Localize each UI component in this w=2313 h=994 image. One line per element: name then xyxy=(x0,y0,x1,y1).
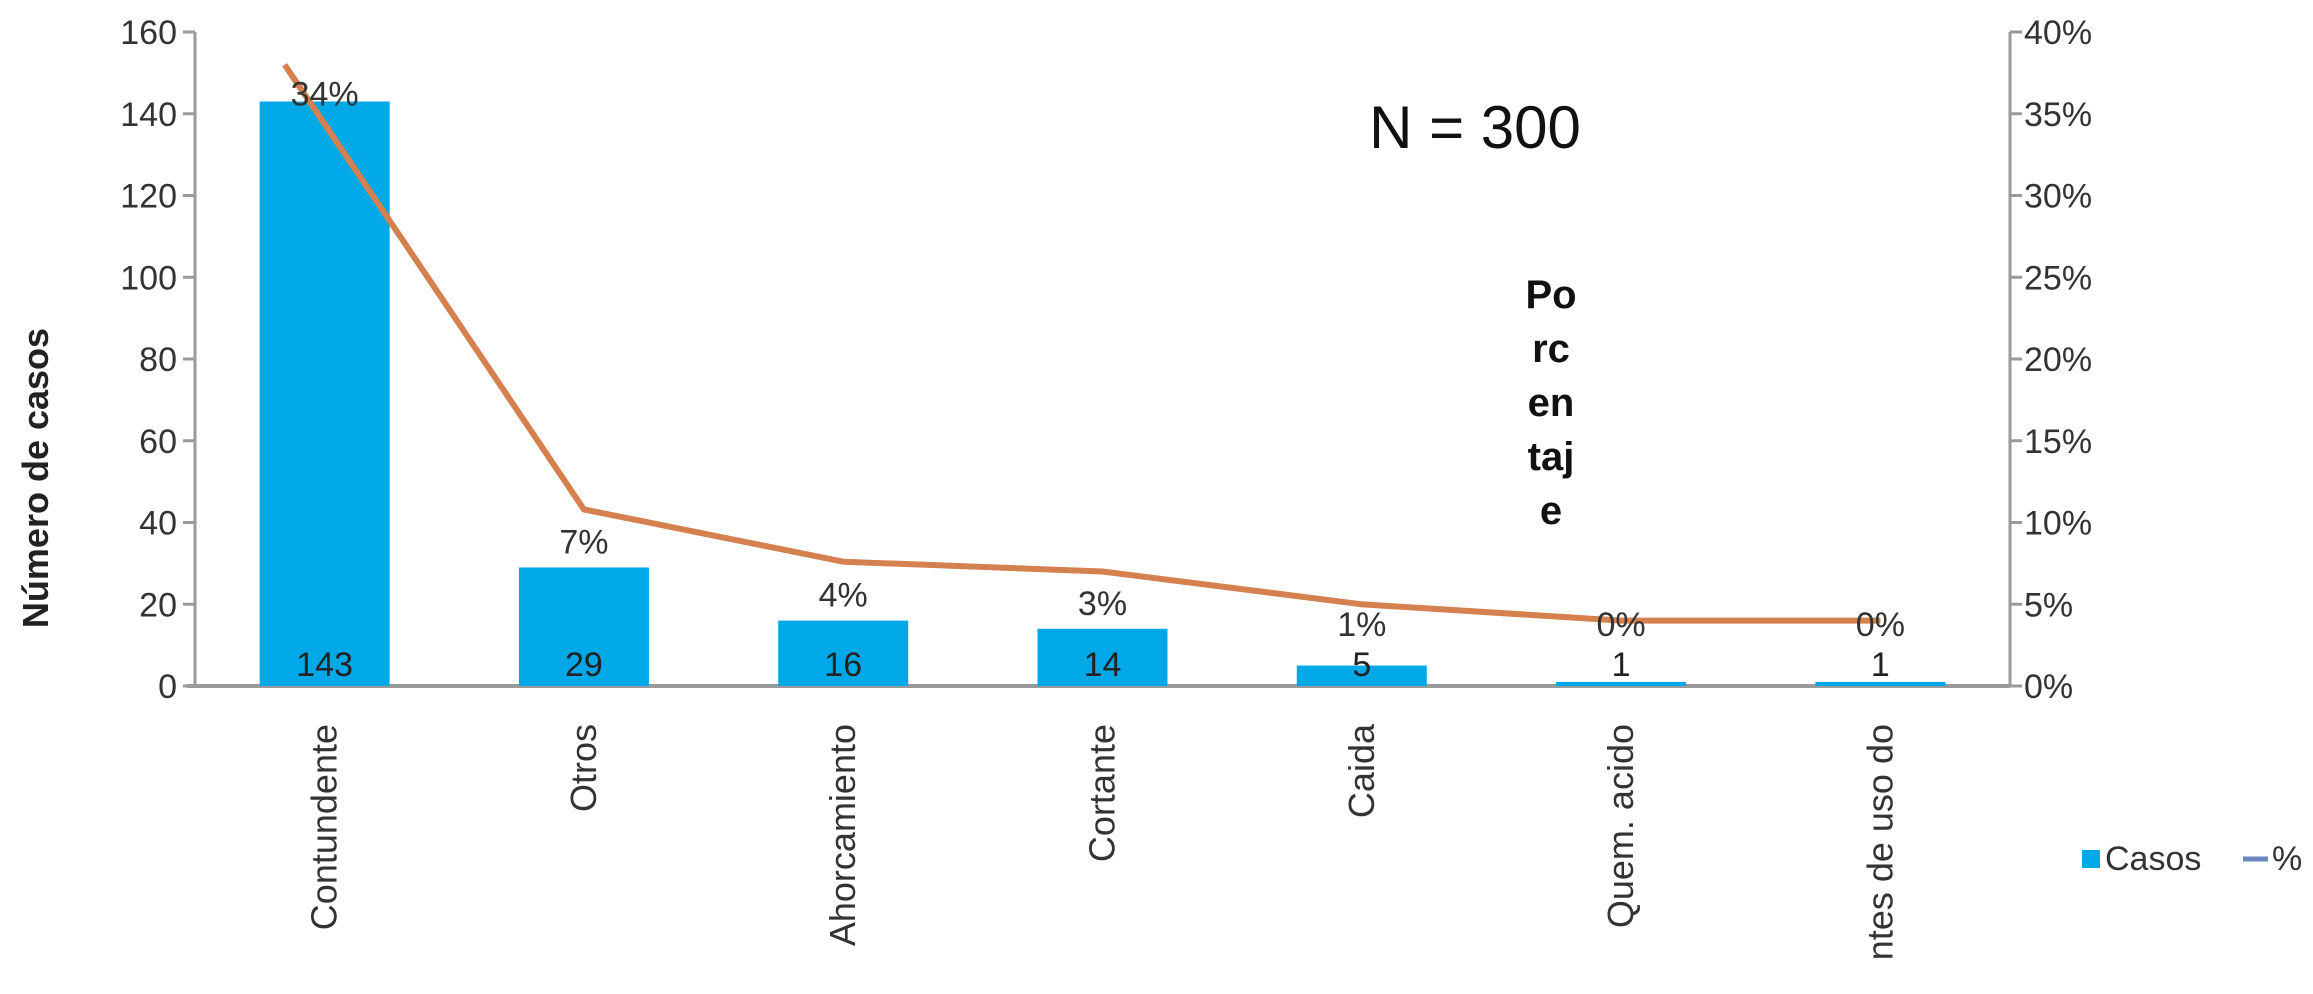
legend: Casos% xyxy=(2082,840,2302,878)
percentage-line xyxy=(282,63,1881,624)
bar xyxy=(778,620,909,686)
bars xyxy=(259,101,1946,687)
y2-tick-label: 35% xyxy=(2024,96,2092,134)
y-axis-title-group: Número de casos xyxy=(15,328,56,628)
legend-label-percent: % xyxy=(2272,840,2302,878)
bar-value-label: 16 xyxy=(824,646,862,684)
y-tick-label: 40 xyxy=(139,505,177,543)
x-tick-label: Cortante xyxy=(1082,724,1123,862)
x-tick-label: Contundente xyxy=(304,724,345,930)
bar xyxy=(1815,681,1946,686)
y2-title-line: taj xyxy=(1528,435,1575,479)
bar xyxy=(259,101,390,687)
y2-tick-label: 10% xyxy=(2024,505,2092,543)
y2-tick-label: 0% xyxy=(2024,668,2073,706)
y2-tick-label: 25% xyxy=(2024,259,2092,297)
y2-title-line: Po xyxy=(1525,273,1576,317)
legend-label-casos: Casos xyxy=(2105,840,2201,878)
bar-value-labels: 143 29 16 14 5 1 1 xyxy=(296,646,1890,684)
percentage-data-label: 0% xyxy=(1597,606,1646,644)
bar xyxy=(518,567,649,686)
axes: 0204060801001201401600%5%10%15%20%25%30%… xyxy=(120,14,2092,706)
percentage-data-label: 34% xyxy=(291,75,359,113)
y-tick-label: 140 xyxy=(120,96,177,134)
bar-value-label: 14 xyxy=(1084,646,1122,684)
x-tick-label: Ahorcamiento xyxy=(822,724,863,946)
bar xyxy=(1037,628,1168,686)
y2-tick-label: 40% xyxy=(2024,14,2092,52)
y2-tick-label: 15% xyxy=(2024,423,2092,461)
y-tick-label: 160 xyxy=(120,14,177,52)
x-tick-label: Quem. acido xyxy=(1600,724,1641,928)
percentage-data-label: 1% xyxy=(1337,606,1386,644)
percentage-series-line xyxy=(282,63,1881,624)
bar-value-label: 143 xyxy=(296,646,353,684)
bar-value-label: 1 xyxy=(1612,646,1631,684)
bar-value-label: 29 xyxy=(565,646,603,684)
bar-value-label: 1 xyxy=(1871,646,1890,684)
y-tick-label: 20 xyxy=(139,586,177,624)
y2-title-line: en xyxy=(1528,381,1575,425)
y-tick-label: 100 xyxy=(120,259,177,297)
percentage-data-label: 4% xyxy=(819,577,868,615)
y-tick-label: 120 xyxy=(120,178,177,216)
y-tick-label: 0 xyxy=(158,668,177,706)
legend-swatch-casos xyxy=(2082,850,2100,868)
x-tick-label: ntes de uso do xyxy=(1859,724,1900,960)
y2-title-line: rc xyxy=(1532,327,1570,371)
percentage-data-label: 7% xyxy=(559,523,608,561)
y2-tick-label: 30% xyxy=(2024,178,2092,216)
y2-tick-label: 5% xyxy=(2024,586,2073,624)
percentage-labels: 34% 7% 4% 3% 1% 0% 0% xyxy=(291,75,1905,644)
percentage-data-label: 0% xyxy=(1856,606,1905,644)
x-tick-label: Otros xyxy=(563,724,604,812)
bar xyxy=(1556,681,1687,686)
percentage-data-label: 3% xyxy=(1078,585,1127,623)
bar xyxy=(1296,665,1427,686)
x-tick-label: Caida xyxy=(1341,723,1382,818)
y2-tick-label: 20% xyxy=(2024,341,2092,379)
sample-size-annotation: N = 300 xyxy=(1369,94,1581,161)
x-tick-labels: Contundente Otros Ahorcamiento Cortante Caid… xyxy=(304,723,1901,960)
y-axis-title: Número de casos xyxy=(15,328,56,628)
y2-title-line: e xyxy=(1540,489,1562,533)
secondary-y-axis-title: Po rc en taj e xyxy=(1525,273,1576,533)
bar-value-label: 5 xyxy=(1352,646,1371,684)
y-tick-label: 80 xyxy=(139,341,177,379)
y-tick-label: 60 xyxy=(139,423,177,461)
